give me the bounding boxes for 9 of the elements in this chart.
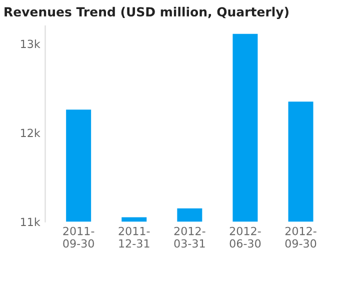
y-tick-label: 12k [21, 128, 40, 137]
y-tick-label: 11k [21, 218, 40, 226]
x-tick-label: 2012- 03-31 [174, 226, 206, 248]
x-tick-label: 2011- 09-30 [63, 226, 94, 248]
x-tick-label: 2012- 06-30 [230, 226, 261, 248]
x-tick-label: 2012- 09-30 [285, 226, 316, 248]
chart-title: Revenues Trend (USD million, Quarterly) [4, 6, 288, 20]
x-tick-label: 2011- 12-31 [118, 226, 150, 248]
y-tick-label: 13k [21, 40, 40, 48]
